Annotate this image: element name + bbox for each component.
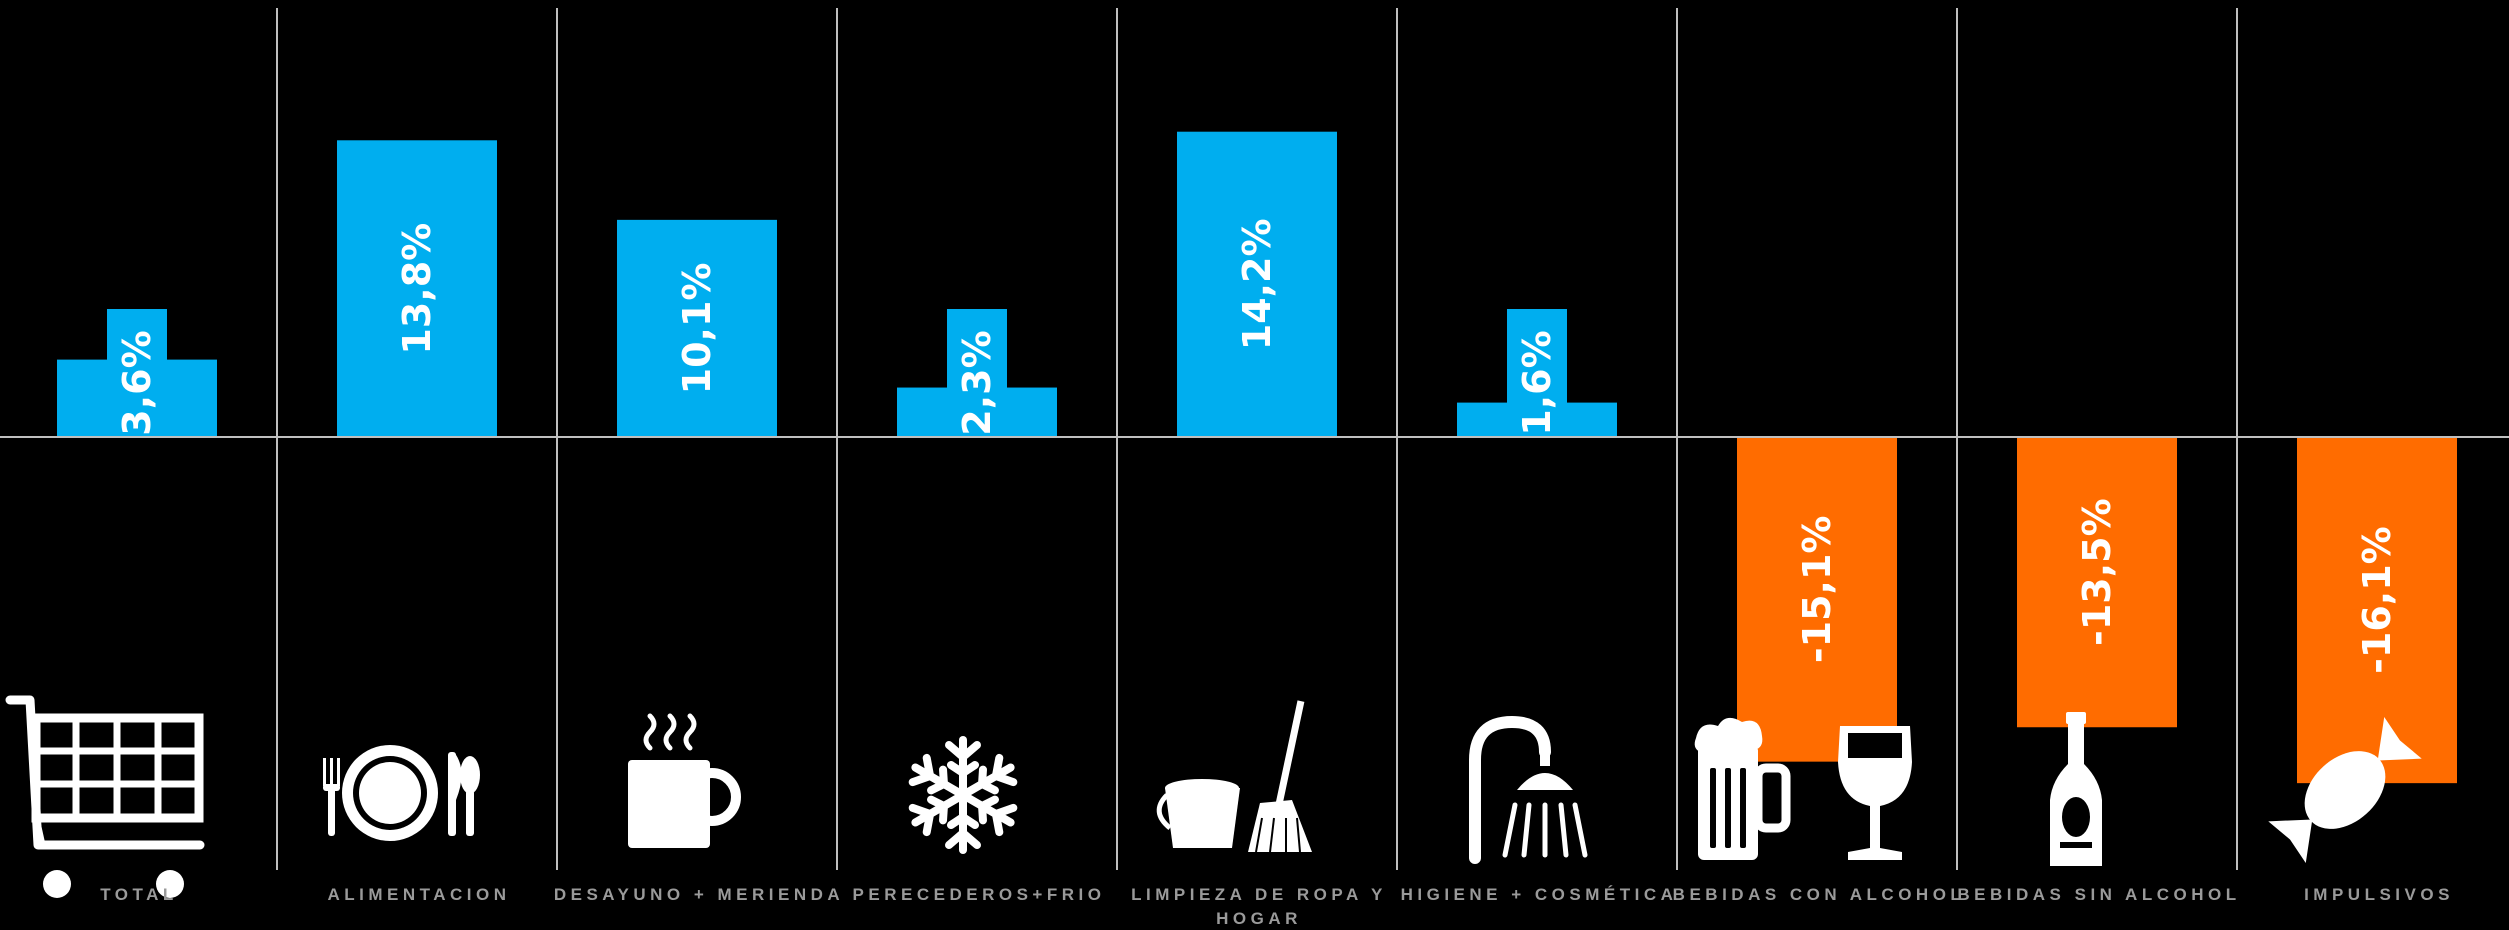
bar-alimentacion [337, 140, 497, 438]
value-label-higiene-cosmetica: 1,6% [1515, 330, 1559, 435]
coffee-mug-icon [628, 713, 741, 848]
bottle-icon [2050, 712, 2102, 866]
value-label-perecederos-frio: 2,3% [955, 330, 999, 435]
bar-label-plate-total [107, 309, 167, 437]
bar-limpieza-de-ropa-y-hogar [1177, 131, 1337, 437]
value-label-bebidas-sin-alcohol: -13,5% [2075, 498, 2119, 646]
snowflake-icon [908, 736, 1017, 850]
category-label-higiene-cosmetica: HIGIENE + COSMÉTICA [1401, 885, 1678, 904]
category-label-desayuno-merienda: DESAYUNO + MERIENDA [554, 885, 844, 904]
value-label-bebidas-con-alcohol: -15,1% [1795, 516, 1839, 664]
bar-bebidas-con-alcohol [1737, 437, 1897, 762]
bucket-broom-icon [1156, 700, 1312, 853]
bar-impulsivos [2297, 437, 2457, 784]
value-labels: 3,6% 13,8% 10,1% 2,3% 14,2% 1,6% -15,1% -13,5% -… [115, 218, 2399, 673]
bar-desayuno-merienda [617, 219, 777, 437]
category-label-limpieza-de-ropa-y-hogar: LIMPIEZA DE ROPA Y [1131, 885, 1387, 904]
category-icons [5, 695, 2422, 898]
beer-wine-icon [1694, 717, 1912, 860]
bar-bebidas-sin-alcohol [2017, 437, 2177, 728]
value-label-limpieza-de-ropa-y-hogar: 14,2% [1235, 218, 1279, 350]
bar-label-plate-perecederos-frio [947, 309, 1007, 437]
shower-icon [1469, 715, 1588, 864]
bars [57, 131, 2457, 784]
value-label-total: 3,6% [115, 330, 159, 435]
category-label-alimentacion: ALIMENTACION [327, 885, 510, 904]
value-label-desayuno-merienda: 10,1% [675, 263, 719, 395]
category-label-limpieza-de-ropa-y-hogar: HOGAR [1216, 909, 1302, 928]
category-label-perecederos-frio: PERECEDEROS+FRIO [853, 885, 1106, 904]
category-label-bebidas-sin-alcohol: BEBIDAS SIN ALCOHOL [1957, 885, 2240, 904]
value-label-alimentacion: 13,8% [395, 223, 439, 355]
plate-cutlery-icon [323, 745, 480, 841]
shopping-cart-icon [5, 695, 205, 898]
category-label-impulsivos: IMPULSIVOS [2304, 885, 2454, 904]
category-dividers [276, 8, 2238, 870]
bar-label-plate-higiene-cosmetica [1507, 309, 1567, 437]
category-label-total: TOTAL [100, 885, 178, 904]
category-label-bebidas-con-alcohol: BEBIDAS CON ALCOHOL [1673, 885, 1966, 904]
candy-icon [2268, 716, 2422, 864]
value-label-impulsivos: -16,1% [2355, 526, 2399, 674]
category-labels: TOTAL ALIMENTACION DESAYUNO + MERIENDA PERE… [100, 885, 2454, 928]
